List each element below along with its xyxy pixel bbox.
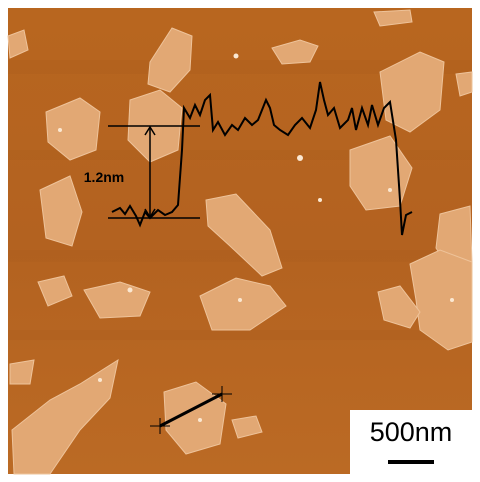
height-label: 1.2nm bbox=[84, 169, 124, 185]
afm-image: 1.2nm 500nm bbox=[0, 0, 480, 482]
page: 1.2nm 500nm (() => { const data = JSON.p… bbox=[0, 0, 480, 482]
scale-bar-label: 500nm bbox=[370, 417, 453, 447]
